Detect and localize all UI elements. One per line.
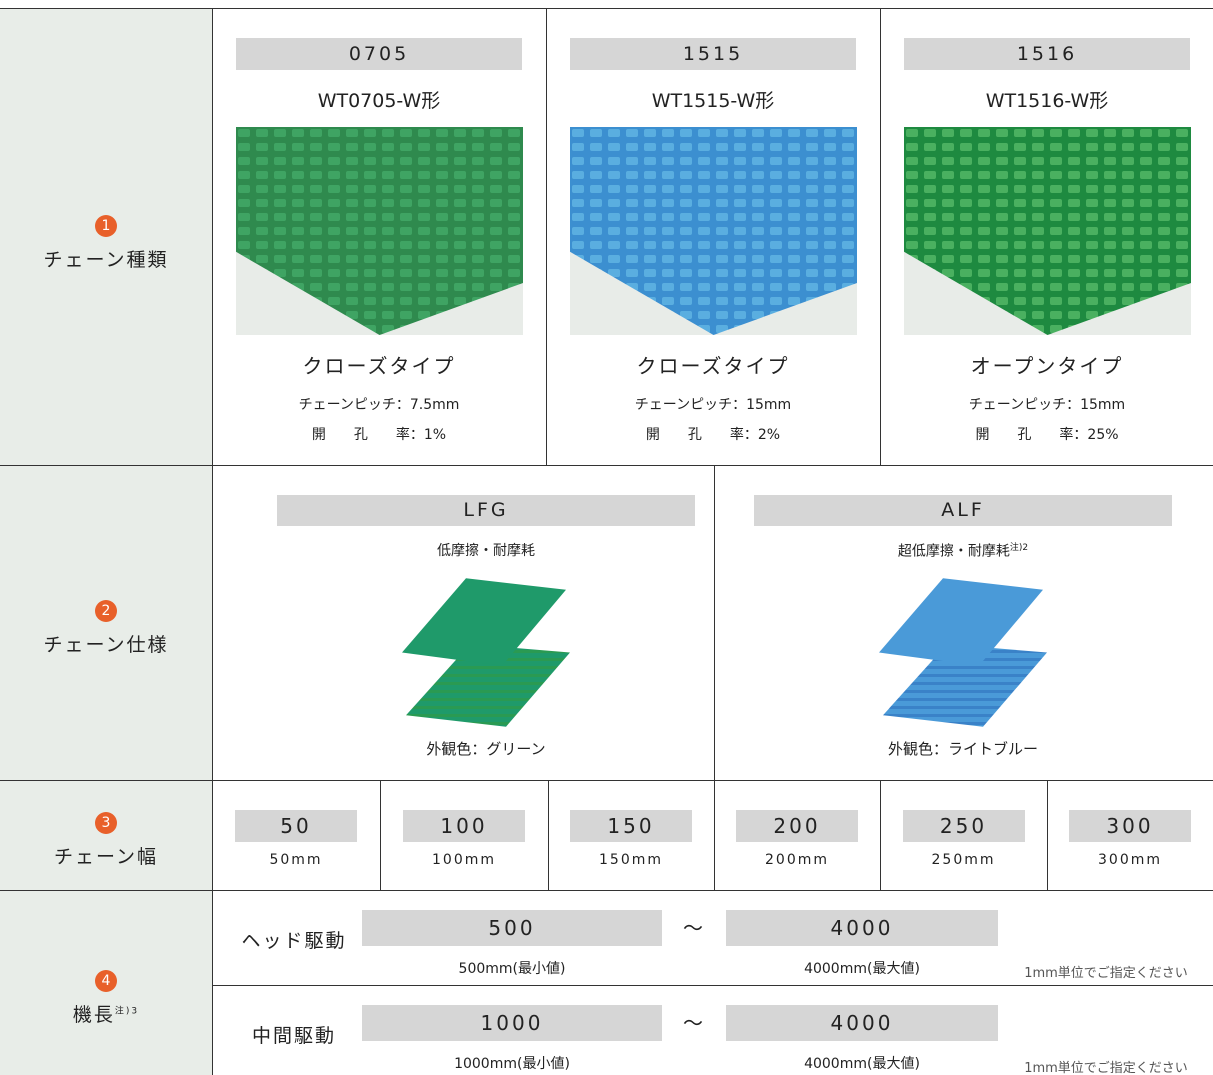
appearance-color: 外観色：ライトブルー: [887, 740, 1039, 758]
border-line: [880, 780, 881, 890]
border-line: [546, 8, 547, 465]
appearance-color: 外観色：グリーン: [426, 740, 546, 758]
chain-type: オープンタイプ: [970, 354, 1124, 378]
border-line: [714, 465, 715, 890]
min-box: 500: [362, 910, 662, 946]
chain-type: クローズタイプ: [636, 354, 790, 378]
max-label: 4000mm(最大値): [804, 1056, 920, 1072]
model: WT1515-W形: [651, 90, 775, 112]
width-size: 300mm: [1098, 852, 1162, 868]
width-size: 150mm: [599, 852, 663, 868]
feature: 超低摩擦・耐摩耗注)2: [897, 543, 1029, 560]
width-size: 100mm: [432, 852, 496, 868]
note: 注)2: [1009, 543, 1029, 553]
code-box: 250: [902, 810, 1025, 842]
border-line: [0, 780, 1213, 781]
border-line: [212, 8, 213, 1075]
step-label: チェーン幅: [53, 846, 159, 868]
pitch: チェーンピッチ：15mm: [634, 397, 792, 413]
code-box: LFG: [277, 495, 695, 526]
step-label: チェーン種類: [43, 249, 169, 271]
code-box: 200: [736, 810, 858, 842]
drive-type: ヘッド駆動: [241, 930, 347, 952]
tilde: 〜: [683, 916, 703, 940]
step-number: 2: [95, 600, 117, 622]
chain-image: [570, 127, 857, 335]
pitch: チェーンピッチ：7.5mm: [298, 397, 460, 413]
tilde: 〜: [683, 1011, 703, 1035]
feature: 低摩擦・耐摩耗: [437, 543, 535, 559]
code-box: 1516: [904, 38, 1190, 70]
min-label: 500mm(最小値): [458, 961, 566, 977]
label-column: [0, 8, 212, 1075]
model: WT0705-W形: [317, 90, 441, 112]
step-label: 機長注)3: [72, 1004, 140, 1026]
chain-type: クローズタイプ: [302, 354, 456, 378]
model: WT1516-W形: [985, 90, 1109, 112]
code-box: 300: [1069, 810, 1191, 842]
chain-image: [236, 127, 523, 335]
width-size: 200mm: [765, 852, 829, 868]
step-number: 1: [95, 215, 117, 237]
border-line: [1047, 780, 1048, 890]
max-label: 4000mm(最大値): [804, 961, 920, 977]
min-label: 1000mm(最小値): [454, 1056, 570, 1072]
border-line: [380, 780, 381, 890]
code-box: 100: [403, 810, 525, 842]
code-box: ALF: [754, 495, 1172, 526]
code-box: 50: [235, 810, 357, 842]
border-line: [0, 465, 1213, 466]
note: 注)3: [114, 1006, 140, 1017]
open-ratio: 開 孔 率：25%: [975, 427, 1119, 443]
code-box: 0705: [236, 38, 522, 70]
max-box: 4000: [726, 1005, 998, 1041]
border-line: [0, 890, 1213, 891]
chain-image: [879, 578, 1047, 727]
width-size: 50mm: [269, 852, 323, 868]
open-ratio: 開 孔 率：1%: [311, 427, 447, 443]
pitch: チェーンピッチ：15mm: [968, 397, 1126, 413]
border-line: [212, 985, 1213, 986]
code-box: 150: [570, 810, 692, 842]
step-number: 3: [95, 812, 117, 834]
chain-image: [402, 578, 570, 727]
width-size: 250mm: [931, 852, 996, 868]
step-number: 4: [95, 970, 117, 992]
hint: 1mm単位でご指定ください: [1024, 966, 1188, 981]
open-ratio: 開 孔 率：2%: [645, 427, 781, 443]
border-line: [548, 780, 549, 890]
step-label: チェーン仕様: [43, 634, 169, 656]
chain-image: [904, 127, 1191, 335]
hint: 1mm単位でご指定ください: [1024, 1061, 1188, 1075]
code-box: 1515: [570, 38, 856, 70]
border-line: [880, 8, 881, 465]
drive-type: 中間駆動: [251, 1025, 337, 1047]
max-box: 4000: [726, 910, 998, 946]
min-box: 1000: [362, 1005, 662, 1041]
border-line: [0, 8, 1213, 9]
